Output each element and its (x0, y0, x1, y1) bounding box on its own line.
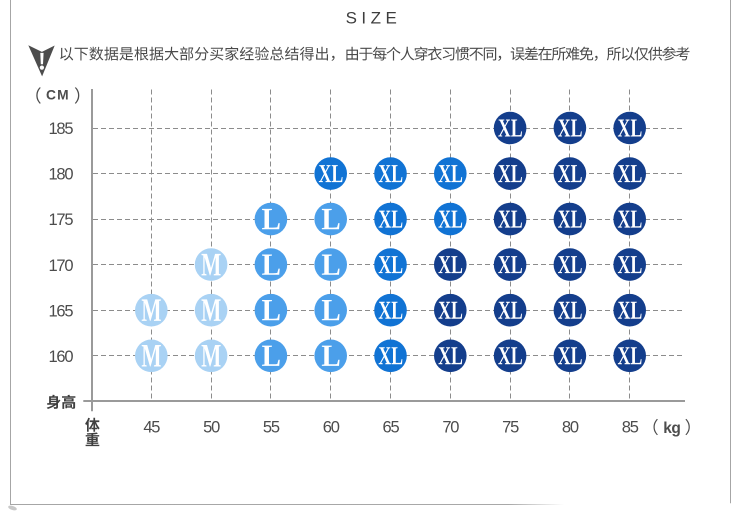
svg-text:160: 160 (48, 348, 73, 366)
svg-text:170: 170 (48, 257, 73, 275)
svg-text:65: 65 (383, 419, 400, 437)
svg-text:85: 85 (622, 419, 639, 437)
svg-text:50: 50 (203, 419, 220, 437)
svg-text:45: 45 (143, 419, 160, 437)
svg-text:80: 80 (562, 419, 579, 437)
svg-text:75: 75 (502, 419, 519, 437)
svg-text:CM: CM (46, 87, 70, 102)
svg-text:SIZE: SIZE (346, 9, 402, 28)
svg-text:55: 55 (263, 419, 280, 437)
svg-text:kg: kg (663, 420, 680, 437)
svg-text:175: 175 (48, 211, 73, 229)
svg-text:185: 185 (48, 120, 73, 138)
svg-text:70: 70 (442, 419, 459, 437)
svg-text:165: 165 (48, 302, 73, 320)
svg-text:60: 60 (323, 419, 340, 437)
svg-text:180: 180 (48, 166, 73, 184)
